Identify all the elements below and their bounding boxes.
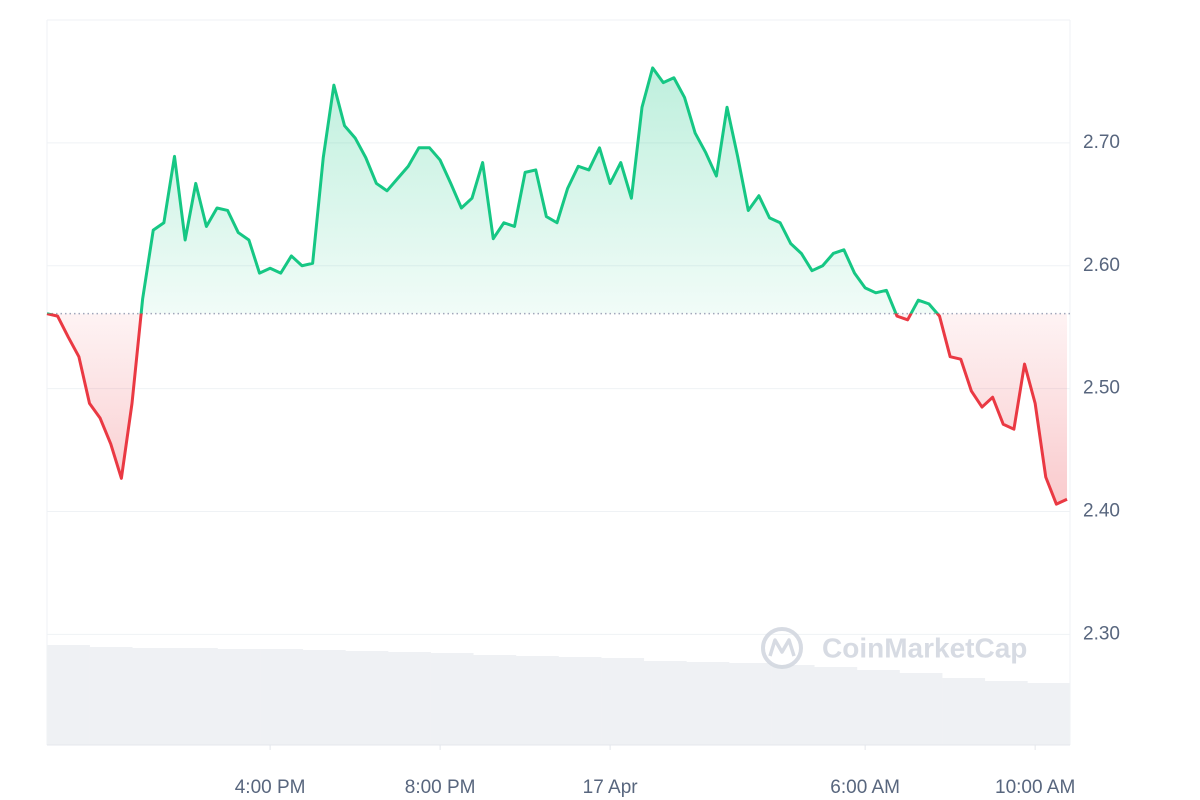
volume-bar (132, 648, 176, 745)
volume-bar (473, 655, 517, 745)
watermark-text: CoinMarketCap (822, 632, 1027, 663)
volume-bar (302, 650, 346, 745)
volume-bar (899, 673, 943, 745)
y-tick-label: 2.50 (1083, 378, 1120, 399)
price-line (46, 66, 1068, 506)
watermark-logo (761, 627, 803, 669)
price-area (47, 67, 1068, 505)
volume-bar (430, 653, 474, 745)
watermark-logo-mark (768, 638, 796, 657)
x-tick-label: 17 Apr (583, 777, 639, 798)
volume-bar (686, 662, 730, 745)
volume-bar (217, 649, 261, 745)
y-tick-label: 2.70 (1083, 132, 1120, 153)
volume-bar (729, 663, 772, 745)
volume-bar (558, 657, 602, 745)
x-tick-label: 4:00 PM (235, 777, 306, 798)
volume-bar (1027, 683, 1071, 745)
volume-bar (814, 667, 858, 745)
x-tick-label: 10:00 AM (995, 777, 1075, 798)
volume-bar (601, 658, 645, 745)
volume-bar (643, 661, 687, 745)
volume-bar (942, 678, 986, 745)
watermark: CoinMarketCap (761, 627, 1027, 669)
x-tick-label: 6:00 AM (830, 777, 900, 798)
volume-bar (771, 665, 815, 745)
volume-bar (345, 651, 389, 745)
y-tick-label: 2.30 (1083, 623, 1120, 644)
volume-bar (515, 656, 559, 745)
x-tick-label: 8:00 PM (405, 777, 476, 798)
volume-bar (856, 670, 900, 745)
volume-bar (174, 648, 218, 745)
volume-bar (984, 681, 1028, 745)
volume-bar (47, 645, 90, 745)
volume-bar (260, 649, 304, 745)
y-tick-label: 2.40 (1083, 501, 1120, 522)
volume-bar (388, 652, 431, 745)
plot-layer (46, 66, 1070, 506)
volume-bar (89, 647, 133, 745)
y-tick-label: 2.60 (1083, 255, 1120, 276)
volume-layer (47, 645, 1071, 745)
